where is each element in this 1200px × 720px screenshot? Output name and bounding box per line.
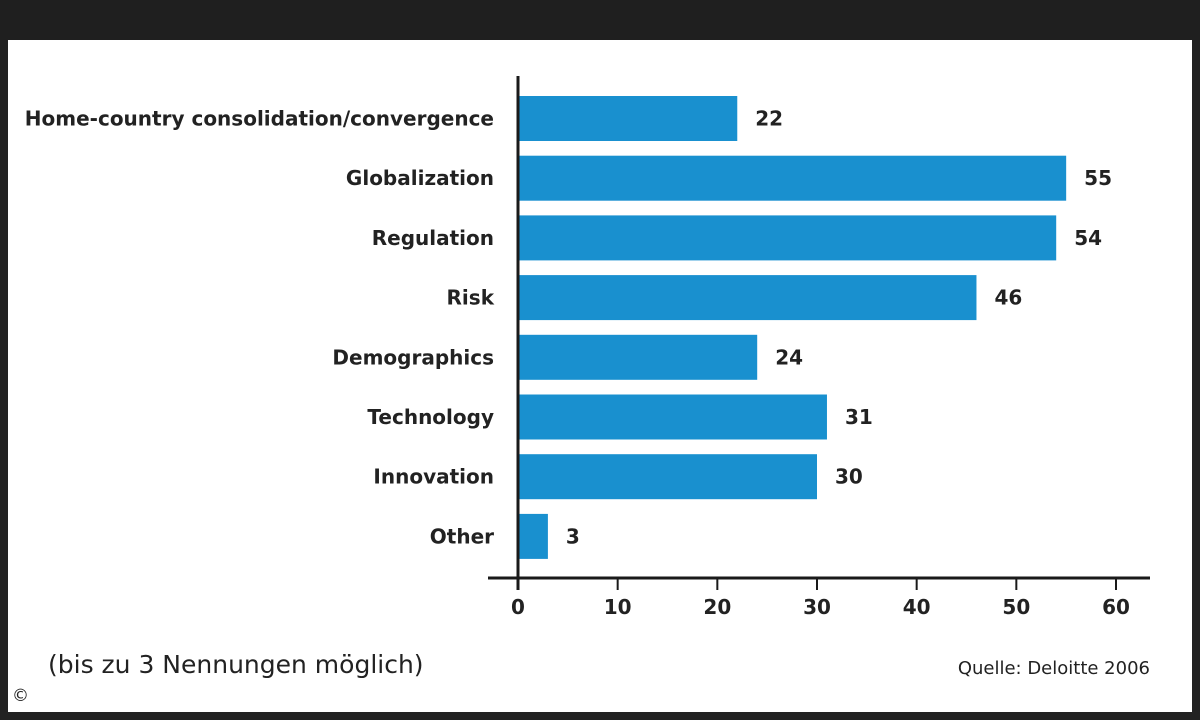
category-label-3: Risk [447,286,495,310]
category-label-0: Home-country consolidation/convergence [25,107,494,131]
value-label-3: 46 [994,286,1022,310]
category-label-7: Other [430,524,494,548]
x-tick-label-0: 0 [511,595,525,619]
value-label-2: 54 [1074,226,1102,250]
category-label-4: Demographics [332,345,494,369]
x-tick-label-3: 30 [803,595,831,619]
value-label-1: 55 [1084,166,1112,190]
copyright-icon: © [12,686,29,706]
category-label-5: Technology [367,405,494,429]
x-tick-label-4: 40 [903,595,931,619]
x-tick-label-5: 50 [1002,595,1030,619]
bar-7 [518,513,548,559]
category-label-2: Regulation [372,226,494,250]
x-tick-label-2: 20 [703,595,731,619]
category-label-1: Globalization [346,166,494,190]
value-label-4: 24 [775,345,803,369]
value-label-7: 3 [566,524,580,548]
x-tick-label-1: 10 [604,595,632,619]
bar-0 [518,96,738,141]
bar-6 [518,454,817,500]
value-label-6: 30 [835,465,863,489]
source-note: Quelle: Deloitte 2006 [957,658,1150,679]
bar-3 [518,275,977,321]
bar-4 [518,334,758,380]
bar-1 [518,155,1067,201]
bar-2 [518,215,1057,261]
title-bar [0,0,1200,40]
category-label-6: Innovation [373,465,494,489]
x-tick-label-6: 60 [1102,595,1130,619]
footnote: (bis zu 3 Nennungen möglich) [48,650,424,679]
value-label-5: 31 [845,405,873,429]
bar-5 [518,394,827,440]
value-label-0: 22 [755,107,783,131]
